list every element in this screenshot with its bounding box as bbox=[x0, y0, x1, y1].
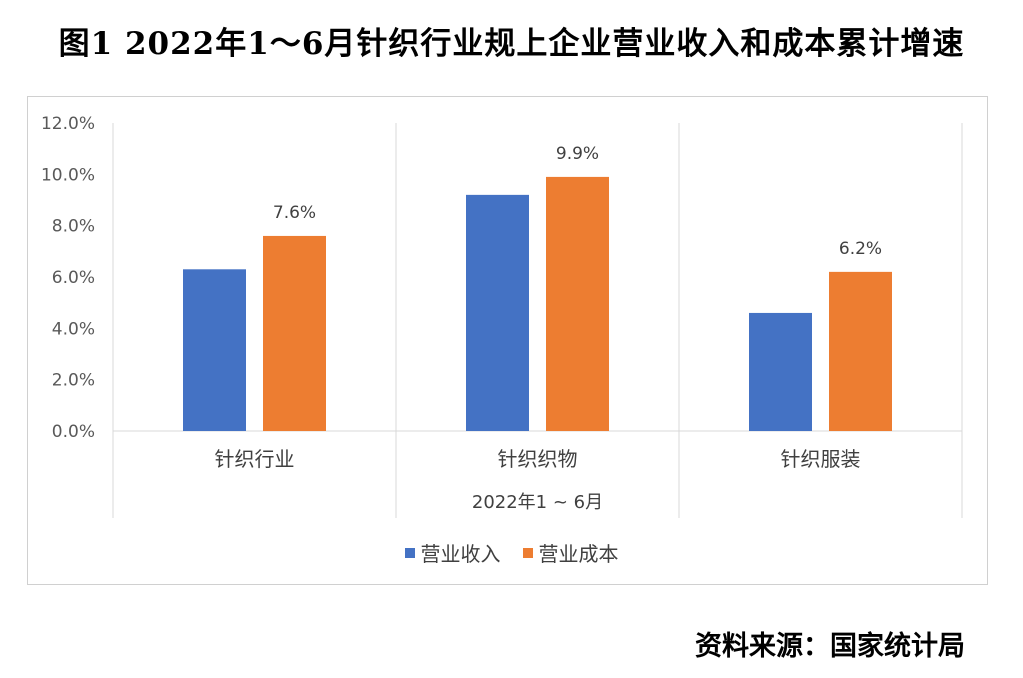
bar-cost bbox=[263, 235, 326, 431]
data-label: 7.6% bbox=[273, 203, 316, 223]
x-category-label: 针织服装 bbox=[781, 447, 861, 471]
legend-item-cost: 营业成本 bbox=[522, 538, 619, 567]
legend-item-revenue: 营业收入 bbox=[404, 538, 501, 567]
legend-swatch-cost bbox=[522, 547, 533, 558]
legend-label-cost: 营业成本 bbox=[538, 542, 619, 566]
y-tick-label: 8.0% bbox=[52, 217, 95, 237]
y-tick-label: 12.0% bbox=[41, 114, 95, 134]
data-label: 9.9% bbox=[556, 144, 599, 164]
y-tick-label: 2.0% bbox=[52, 371, 95, 391]
y-tick-label: 6.0% bbox=[52, 268, 95, 288]
legend-swatch-revenue bbox=[404, 547, 415, 558]
source-note: 资料来源：国家统计局 bbox=[695, 631, 965, 662]
bar-revenue bbox=[749, 312, 812, 431]
bar-cost bbox=[546, 176, 609, 431]
figure-title: 图1 2022年1～6月针织行业规上企业营业收入和成本累计增速 bbox=[58, 26, 965, 62]
x-group-label: 2022年1 ~ 6月 bbox=[472, 492, 603, 513]
y-tick-label: 4.0% bbox=[52, 319, 95, 339]
data-label: 6.2% bbox=[839, 239, 882, 259]
legend-label-revenue: 营业收入 bbox=[420, 542, 501, 566]
y-tick-label: 10.0% bbox=[41, 165, 95, 185]
legend: 营业收入 营业成本 bbox=[0, 538, 1023, 567]
x-category-label: 针织织物 bbox=[498, 447, 578, 471]
bar-revenue bbox=[183, 269, 246, 431]
x-category-label: 针织行业 bbox=[215, 447, 295, 471]
bar-cost bbox=[829, 271, 892, 431]
bar-revenue bbox=[466, 194, 529, 431]
y-tick-label: 0.0% bbox=[52, 422, 95, 442]
